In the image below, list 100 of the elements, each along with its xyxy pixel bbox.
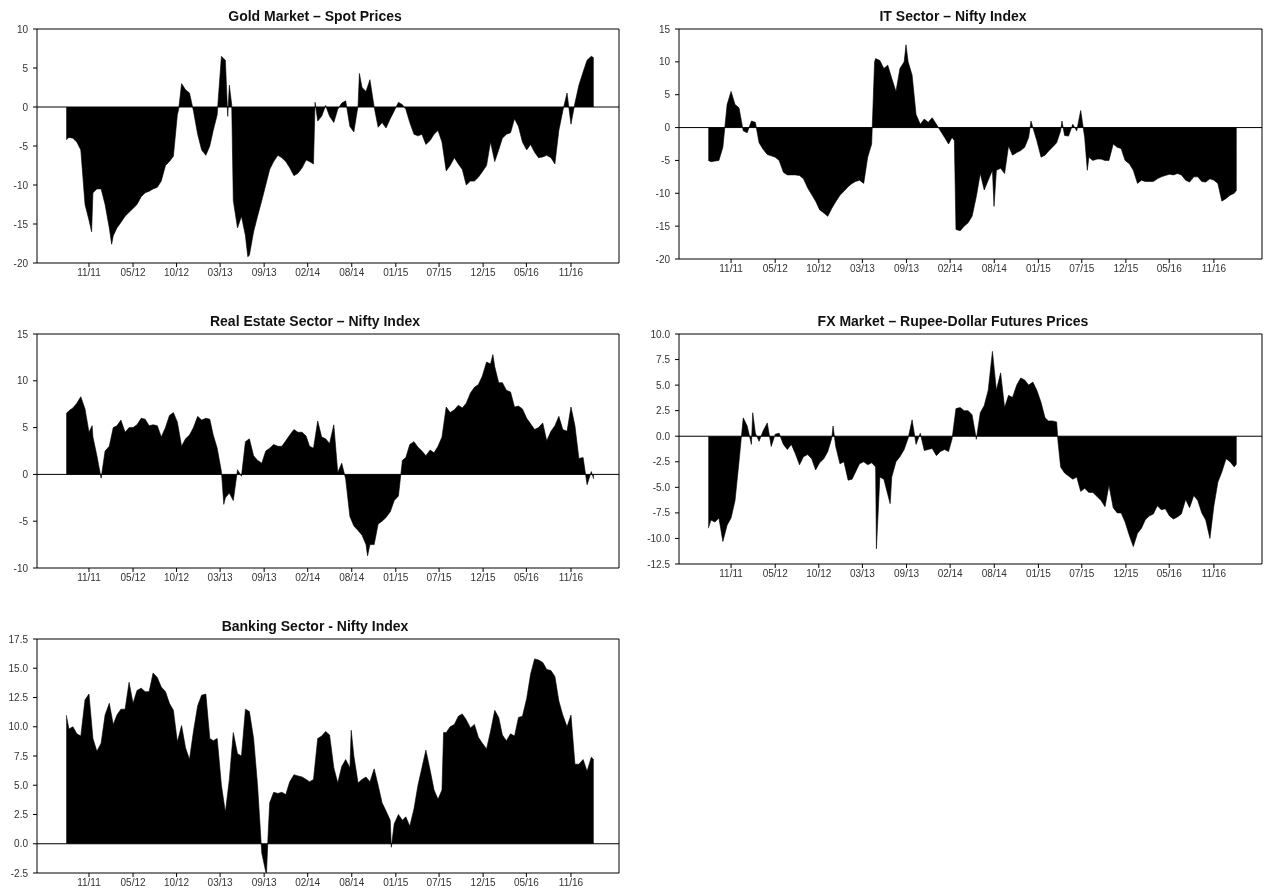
x-tick-label: 11/16 <box>1201 568 1227 580</box>
y-tick-label: 5.0 <box>656 379 671 391</box>
y-tick-label: -5.0 <box>652 481 671 493</box>
chart-title: Real Estate Sector – Nifty Index <box>208 313 422 329</box>
y-tick-label: 10 <box>16 375 29 387</box>
y-tick-label: 17.5 <box>8 633 29 645</box>
x-tick-label: 12/15 <box>470 877 497 889</box>
x-tick-label: 05/12 <box>120 877 146 889</box>
chart-title: FX Market – Rupee-Dollar Futures Prices <box>816 313 1090 329</box>
y-tick-label: 10 <box>658 56 671 68</box>
y-tick-label: -20 <box>655 253 671 265</box>
y-tick-label: 15.0 <box>8 662 29 674</box>
x-tick-label: 10/12 <box>164 572 190 584</box>
x-tick-label: 03/13 <box>849 263 876 275</box>
x-tick-label: 02/14 <box>937 263 964 275</box>
x-tick-label: 11/16 <box>558 267 584 279</box>
x-tick-label: 05/16 <box>1156 263 1183 275</box>
x-tick-label: 08/14 <box>339 267 365 279</box>
x-tick-label: 11/16 <box>558 572 584 584</box>
y-tick-label: -12.5 <box>647 558 671 570</box>
x-tick-label: 12/15 <box>1113 568 1139 580</box>
y-tick-label: 0 <box>22 468 29 480</box>
x-tick-label: 11/11 <box>719 568 744 580</box>
chart-title: IT Sector – Nifty Index <box>878 8 1028 24</box>
y-tick-label: 12.5 <box>8 692 29 704</box>
chart-title: Banking Sector - Nifty Index <box>220 618 410 634</box>
x-tick-label: 12/15 <box>470 572 497 584</box>
x-tick-label: 01/15 <box>1025 568 1052 580</box>
x-tick-label: 05/16 <box>513 877 540 889</box>
y-tick-label: 0.0 <box>14 838 29 850</box>
x-tick-label: 09/13 <box>251 572 278 584</box>
x-tick-label: 03/13 <box>207 267 234 279</box>
x-tick-label: 05/12 <box>120 572 146 584</box>
x-tick-label: 10/12 <box>806 263 832 275</box>
y-tick-label: -2.5 <box>652 456 671 468</box>
y-tick-label: 2.5 <box>14 809 29 821</box>
x-tick-label: 02/14 <box>937 568 964 580</box>
x-tick-label: 09/13 <box>251 267 278 279</box>
y-tick-label: -5 <box>661 154 671 166</box>
x-tick-label: 02/14 <box>295 572 321 584</box>
chart-title: Gold Market – Spot Prices <box>227 8 403 24</box>
y-tick-label: 0 <box>22 101 29 113</box>
x-tick-label: 05/12 <box>762 263 789 275</box>
y-tick-label: 5 <box>664 89 671 101</box>
x-tick-label: 07/15 <box>426 877 453 889</box>
x-tick-label: 02/14 <box>295 877 321 889</box>
x-tick-label: 09/13 <box>251 877 278 889</box>
y-tick-label: 0 <box>664 122 671 134</box>
y-tick-label: 10 <box>16 23 29 35</box>
x-tick-label: 01/15 <box>383 267 409 279</box>
x-tick-label: 03/13 <box>207 877 234 889</box>
x-tick-label: 08/14 <box>339 572 365 584</box>
x-tick-label: 12/15 <box>1113 263 1139 275</box>
x-tick-label: 07/15 <box>426 267 453 279</box>
x-tick-label: 07/15 <box>1069 568 1095 580</box>
y-tick-label: 10.0 <box>650 328 671 340</box>
x-tick-label: 11/16 <box>1201 263 1227 275</box>
x-tick-label: 09/13 <box>894 568 920 580</box>
y-tick-label: -10 <box>13 562 29 574</box>
y-tick-label: -10 <box>13 179 29 191</box>
x-tick-label: 02/14 <box>295 267 321 279</box>
x-tick-label: 01/15 <box>383 572 409 584</box>
x-tick-label: 05/16 <box>1156 568 1183 580</box>
y-tick-label: 2.5 <box>656 405 671 417</box>
x-tick-label: 01/15 <box>1025 263 1052 275</box>
x-tick-label: 05/12 <box>762 568 789 580</box>
x-tick-label: 12/15 <box>470 267 497 279</box>
y-tick-label: -10 <box>655 187 671 199</box>
y-tick-label: 7.5 <box>656 354 671 366</box>
x-tick-label: 01/15 <box>383 877 409 889</box>
x-tick-label: 10/12 <box>164 267 190 279</box>
x-tick-label: 10/12 <box>806 568 832 580</box>
x-tick-label: 07/15 <box>426 572 453 584</box>
x-tick-label: 03/13 <box>207 572 234 584</box>
x-tick-label: 11/11 <box>77 877 102 889</box>
x-tick-label: 10/12 <box>164 877 190 889</box>
y-tick-label: 15 <box>16 328 29 340</box>
x-tick-label: 11/11 <box>719 263 744 275</box>
y-tick-label: 5.0 <box>14 779 29 791</box>
y-tick-label: 10.0 <box>8 721 29 733</box>
x-tick-label: 08/14 <box>981 263 1008 275</box>
y-tick-label: 5 <box>22 422 29 434</box>
x-tick-label: 05/16 <box>513 572 540 584</box>
x-tick-label: 07/15 <box>1069 263 1095 275</box>
y-tick-label: -15 <box>655 220 671 232</box>
y-tick-label: 15 <box>658 23 671 35</box>
y-tick-label: -7.5 <box>652 507 671 519</box>
y-tick-label: -5 <box>19 515 29 527</box>
y-tick-label: -2.5 <box>10 867 29 879</box>
x-tick-label: 09/13 <box>894 263 920 275</box>
x-tick-label: 11/11 <box>77 267 102 279</box>
x-tick-label: 08/14 <box>981 568 1008 580</box>
x-tick-label: 11/11 <box>77 572 102 584</box>
y-tick-label: -5 <box>19 140 29 152</box>
y-tick-label: -20 <box>13 257 29 269</box>
x-tick-label: 08/14 <box>339 877 365 889</box>
y-tick-label: 5 <box>22 62 29 74</box>
y-tick-label: 0.0 <box>656 430 671 442</box>
x-tick-label: 05/16 <box>513 267 540 279</box>
x-tick-label: 03/13 <box>849 568 876 580</box>
